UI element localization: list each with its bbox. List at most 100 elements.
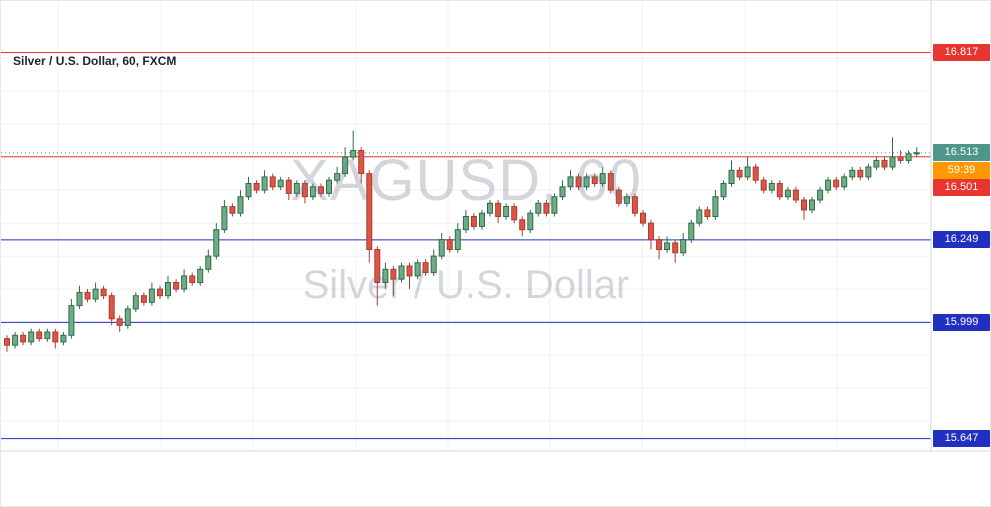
candle-body — [12, 334, 19, 346]
candle-body — [849, 169, 856, 178]
candle-body — [615, 189, 622, 204]
candle-body — [36, 331, 43, 340]
candle-body — [422, 262, 429, 274]
candle-body — [221, 206, 228, 231]
candle-body — [640, 212, 646, 224]
candle-body — [20, 334, 27, 343]
candle-body — [358, 150, 365, 175]
price-badge-16249: 16.249 — [933, 231, 990, 249]
candle-body — [768, 183, 775, 191]
symbol-legend[interactable]: Silver / U.S. Dollar, 60, FXCM — [13, 54, 177, 68]
candle-body — [551, 196, 558, 214]
candle-body — [318, 186, 324, 194]
candle-body — [865, 166, 872, 178]
candle-body — [430, 255, 437, 274]
candle-body — [301, 183, 308, 198]
candle-body — [92, 288, 99, 300]
candle-body — [277, 179, 284, 188]
candle-body — [374, 249, 381, 283]
candle-body — [326, 179, 332, 194]
candle-body — [446, 239, 453, 251]
candle-body — [165, 282, 171, 297]
time-axis[interactable]: 1812:001912:002212:002312:0024 — [1, 451, 931, 473]
price-axis[interactable]: 16.80016.70016.60016.50016.40016.30016.2… — [931, 1, 990, 451]
candle-body — [189, 275, 196, 283]
candle-body — [414, 262, 421, 277]
candle-body — [728, 169, 735, 185]
candle-body — [841, 176, 848, 188]
candle-body — [784, 189, 791, 198]
candle-body — [197, 268, 204, 283]
candle-body — [631, 196, 638, 214]
candle-body — [309, 186, 316, 198]
candle-body — [84, 291, 91, 300]
candle-body — [817, 189, 824, 201]
candle-body — [173, 282, 180, 290]
candle-body — [470, 216, 477, 227]
candle-body — [543, 202, 550, 214]
candle-body — [487, 202, 493, 214]
candle-body — [4, 338, 10, 346]
candle-body — [285, 179, 292, 194]
candle-body — [583, 176, 590, 188]
candle-body — [688, 222, 695, 241]
candle-body — [350, 150, 357, 158]
candle-body — [157, 288, 163, 297]
candle-body — [293, 183, 300, 194]
candle-body — [833, 179, 840, 188]
candle-body — [889, 156, 896, 168]
candle-body — [760, 179, 767, 191]
candle-body — [205, 255, 212, 270]
candle-body — [479, 212, 485, 227]
candle-body — [575, 176, 582, 188]
candle-body — [76, 291, 83, 307]
candle-body — [599, 173, 606, 185]
candle-body — [680, 239, 687, 254]
candle-body — [237, 196, 244, 214]
candle-body — [148, 288, 155, 303]
candle-body — [881, 159, 888, 168]
candle-body — [140, 295, 147, 303]
candle-body — [648, 222, 654, 241]
candle-body — [704, 209, 711, 217]
candle-body — [253, 183, 260, 191]
candle-body — [342, 156, 349, 175]
candle-body — [744, 166, 751, 178]
candle-body — [454, 229, 461, 250]
price-badge-15647: 15.647 — [933, 430, 990, 448]
candle-body — [124, 308, 131, 326]
price-badge-16501: 16.501 — [933, 179, 990, 197]
candle-body — [752, 166, 759, 181]
candle-body — [382, 268, 389, 283]
candle-body — [825, 179, 832, 191]
candle-body — [438, 239, 445, 257]
candle-body — [792, 189, 799, 201]
candle-body — [809, 199, 815, 211]
candle-body — [607, 173, 614, 191]
candle-body — [213, 229, 220, 257]
candle-body — [857, 169, 864, 178]
candle-body — [672, 242, 679, 254]
candle-body — [503, 206, 510, 218]
candle-body — [116, 318, 123, 326]
candle-body — [108, 295, 115, 320]
candle-body — [591, 176, 598, 184]
candle-body — [406, 265, 413, 277]
countdown-badge: 59:39 — [933, 162, 990, 180]
candle-body — [261, 176, 268, 191]
candle-body — [656, 239, 663, 251]
candle-body — [245, 183, 252, 198]
candle-body — [44, 331, 51, 340]
candle-body — [495, 202, 502, 218]
candle-body — [229, 206, 236, 214]
candle-body — [873, 159, 880, 168]
candle-body — [269, 176, 276, 188]
candle-body — [60, 334, 67, 343]
candle-body — [696, 209, 703, 224]
candle-body — [567, 176, 574, 188]
candle-body — [28, 331, 35, 343]
candle-body — [776, 183, 783, 198]
candle-body — [535, 202, 542, 214]
